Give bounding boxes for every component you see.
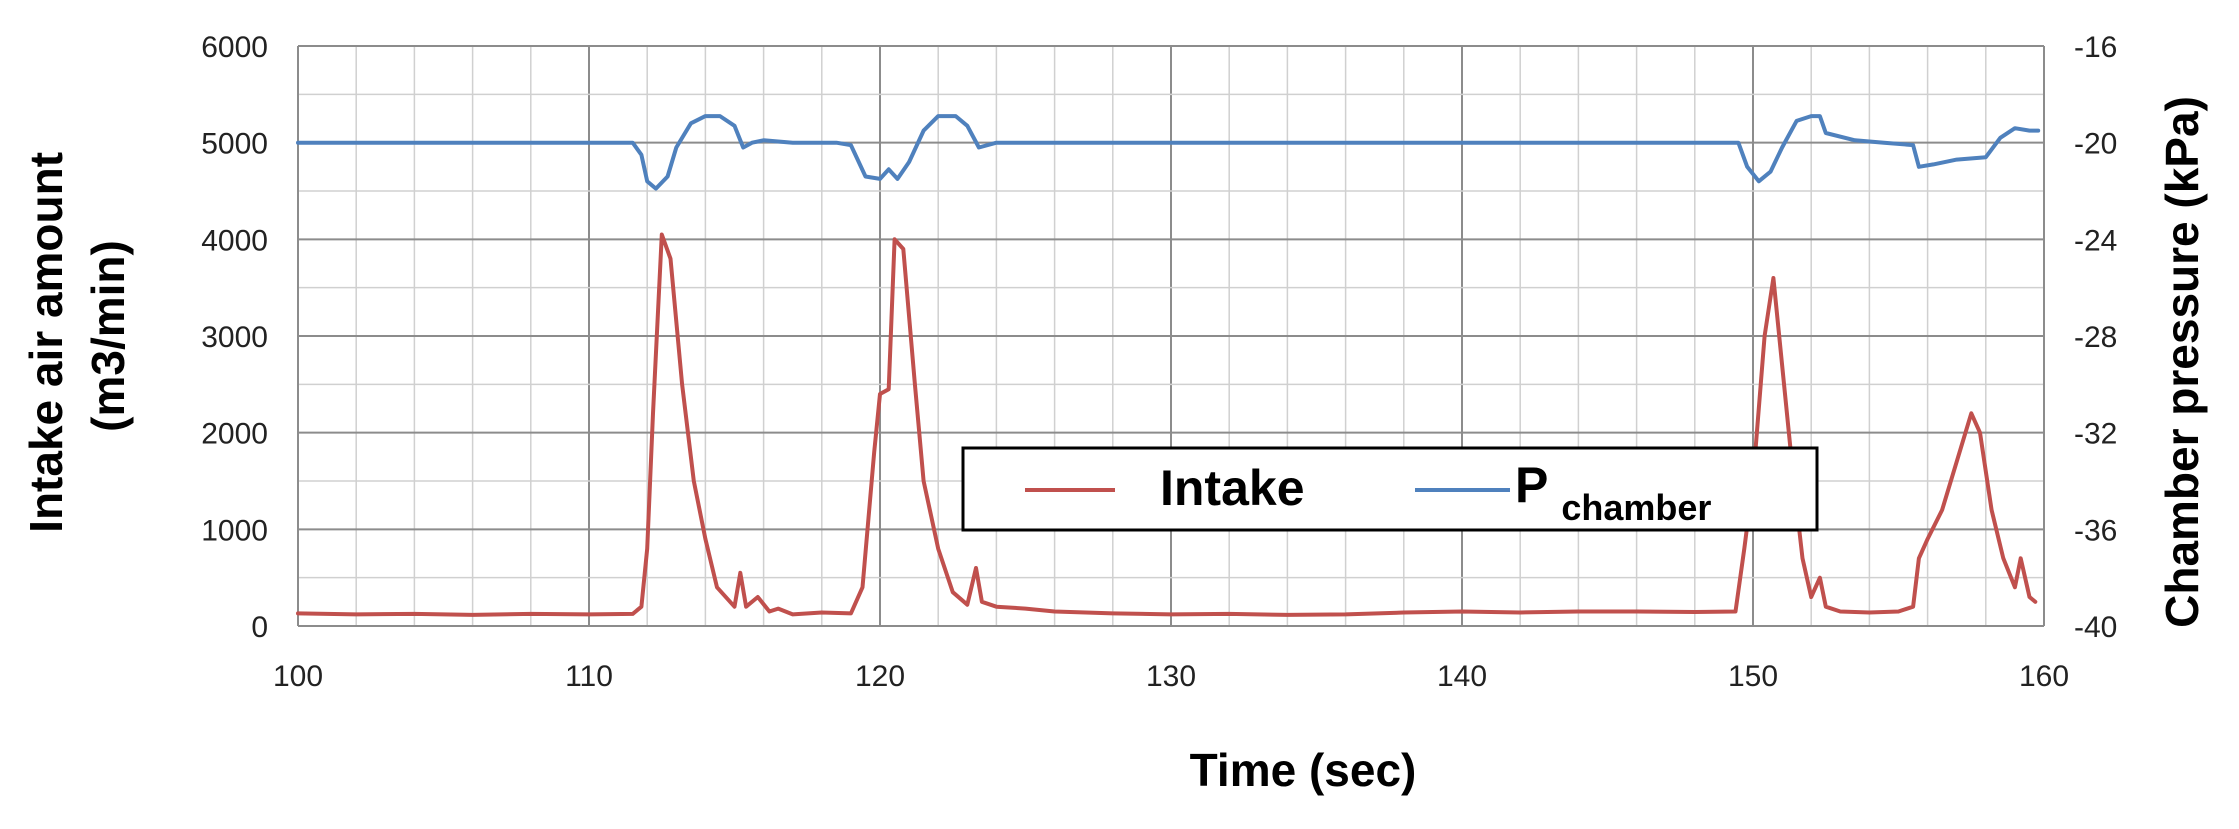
y-axis-title: Intake air amount (m3/min): [20, 139, 134, 533]
x-tick-label: 150: [1728, 660, 1778, 693]
legend-label-intake: Intake: [1160, 460, 1305, 516]
y-tick-label: 5000: [201, 128, 268, 161]
x-tick-label: 110: [565, 660, 613, 693]
y-tick-label: 1000: [201, 514, 268, 547]
legend-label-pchamber: P chamber: [1515, 457, 1711, 528]
x-tick-label: 130: [1146, 660, 1196, 693]
y-tick-label: 3000: [201, 321, 268, 354]
series-line-intake: [296, 232, 2038, 617]
y2-tick-label: -32: [2074, 418, 2117, 451]
x-axis-title: Time (sec): [1190, 744, 1417, 796]
grid: [297, 45, 2045, 627]
y-tick-label: 6000: [201, 31, 268, 64]
y2-tick-label: -16: [2074, 31, 2117, 64]
legend-label-pchamber-sub: chamber: [1561, 487, 1711, 528]
y2-tick-label: -24: [2074, 224, 2117, 257]
y-axis-title-line-2: (m3/min): [82, 240, 134, 432]
x-tick-label: 100: [273, 660, 323, 693]
y-tick-label: 2000: [201, 418, 268, 451]
y2-tick-label: -40: [2074, 611, 2117, 644]
tick-labels: 100 110 120 130 140 150 160 0 1000 2000 3000 4000 50…: [201, 31, 2117, 693]
y-tick-label: 4000: [201, 224, 268, 257]
y2-tick-label: -28: [2074, 321, 2117, 354]
y2-tick-label: -36: [2074, 514, 2117, 547]
series-layer: [296, 114, 2041, 617]
x-tick-label: 140: [1437, 660, 1487, 693]
y2-axis-title: Chamber pressure (kPa): [2156, 96, 2208, 628]
legend-label-pchamber-main: P: [1515, 457, 1547, 513]
x-tick-label: 160: [2019, 660, 2069, 693]
y-tick-label: 0: [251, 611, 268, 644]
series-line-pchamber: [296, 114, 2041, 191]
y2-tick-label: -20: [2074, 128, 2117, 161]
y-axis-title-line-1: Intake air amount: [20, 152, 72, 533]
legend: Intake P chamber: [961, 446, 1819, 532]
x-tick-label: 120: [855, 660, 905, 693]
